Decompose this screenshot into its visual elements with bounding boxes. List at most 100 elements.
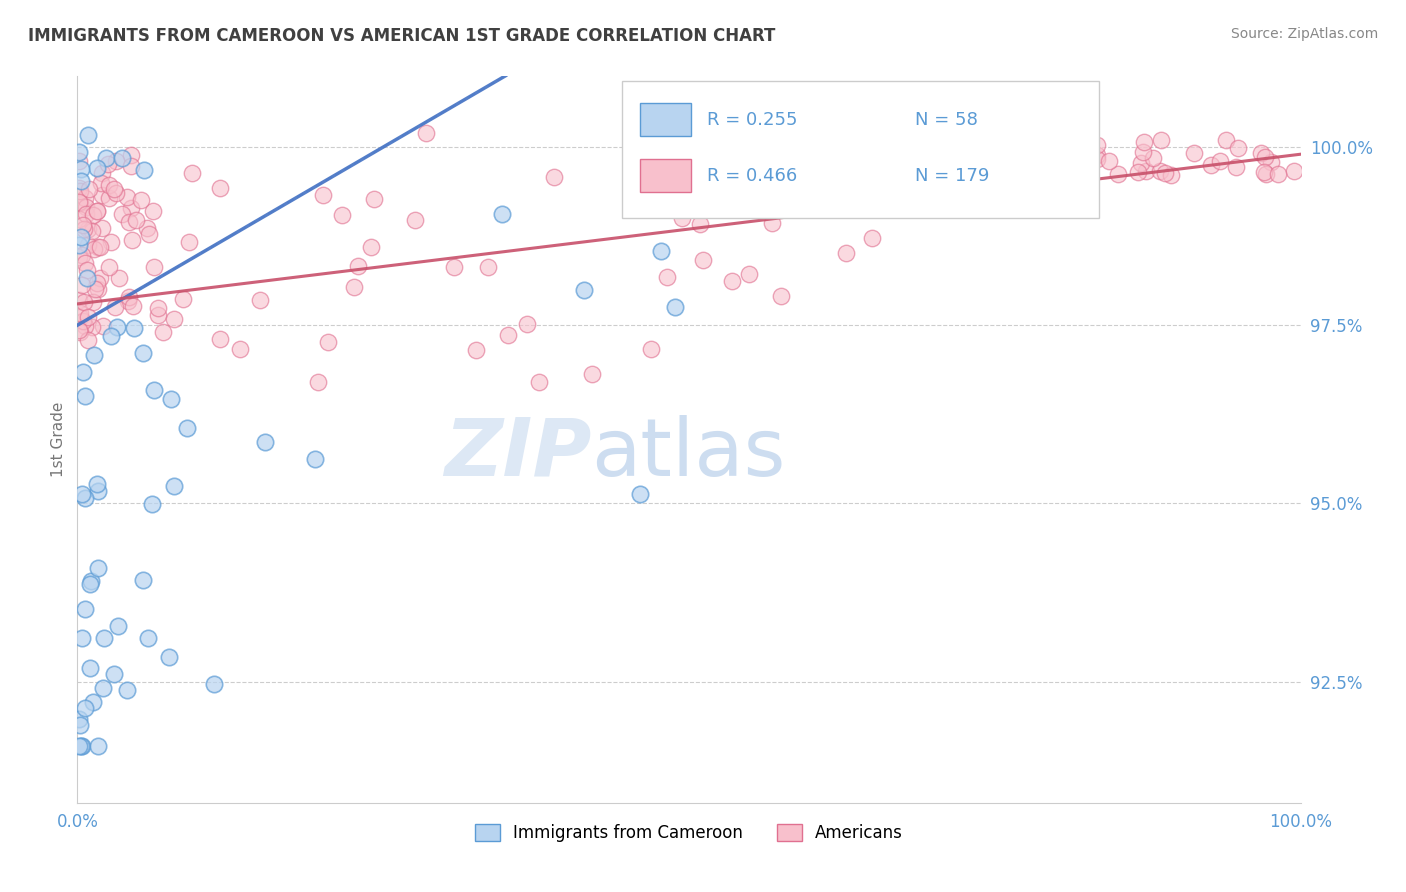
- Point: [73, 192, 96, 206]
- Point: [995, 134, 1018, 148]
- Point: [720, 273, 742, 287]
- Point: [1215, 133, 1237, 147]
- Point: [1253, 164, 1275, 178]
- Point: [70, 487, 93, 501]
- Point: [120, 148, 142, 162]
- Point: [97, 157, 120, 171]
- Point: [689, 217, 711, 231]
- Point: [100, 235, 122, 249]
- Point: [658, 126, 681, 140]
- Point: [67, 195, 90, 210]
- Point: [67, 739, 90, 753]
- Point: [360, 240, 382, 254]
- Point: [832, 166, 855, 180]
- Point: [1225, 161, 1247, 175]
- Point: [1267, 167, 1289, 181]
- Point: [77, 333, 100, 347]
- Point: [142, 260, 165, 274]
- Point: [943, 144, 966, 158]
- Point: [136, 221, 159, 235]
- Point: [105, 319, 128, 334]
- Point: [1132, 135, 1154, 149]
- Point: [83, 282, 105, 296]
- Point: [1098, 153, 1121, 168]
- Point: [229, 342, 252, 356]
- Point: [72, 219, 94, 233]
- Point: [124, 213, 146, 227]
- Point: [908, 165, 931, 179]
- Point: [152, 325, 174, 339]
- Point: [80, 574, 103, 588]
- Point: [807, 154, 830, 169]
- Point: [118, 290, 141, 304]
- Point: [98, 260, 121, 274]
- Point: [254, 435, 277, 450]
- Text: ZIP: ZIP: [444, 415, 591, 493]
- Point: [163, 479, 186, 493]
- Point: [404, 213, 426, 227]
- Point: [121, 233, 143, 247]
- Point: [831, 126, 853, 140]
- Point: [477, 260, 499, 274]
- Point: [1150, 133, 1173, 147]
- Point: [312, 187, 335, 202]
- Point: [650, 244, 672, 258]
- Point: [856, 165, 879, 179]
- Point: [1014, 134, 1036, 148]
- Point: [72, 365, 94, 379]
- Point: [69, 310, 91, 324]
- Point: [69, 196, 91, 211]
- Point: [465, 343, 488, 357]
- Point: [70, 248, 93, 262]
- Point: [79, 577, 101, 591]
- Point: [1260, 155, 1282, 169]
- Point: [91, 187, 114, 202]
- Point: [75, 491, 97, 506]
- Point: [1182, 145, 1205, 160]
- Point: [1149, 164, 1171, 178]
- Point: [755, 126, 778, 140]
- Point: [1085, 147, 1108, 161]
- Point: [1085, 152, 1108, 166]
- Point: [82, 294, 104, 309]
- Point: [67, 154, 90, 169]
- Point: [87, 739, 110, 753]
- Point: [80, 319, 103, 334]
- Point: [202, 676, 225, 690]
- Point: [1254, 167, 1277, 181]
- Point: [860, 230, 883, 244]
- Point: [90, 177, 112, 191]
- Point: [821, 161, 844, 175]
- Point: [83, 348, 105, 362]
- Point: [91, 681, 114, 695]
- Point: [138, 227, 160, 242]
- Point: [131, 573, 153, 587]
- Point: [692, 252, 714, 267]
- Point: [108, 271, 131, 285]
- Text: atlas: atlas: [591, 415, 786, 493]
- Point: [90, 220, 112, 235]
- Point: [79, 661, 101, 675]
- Point: [1209, 153, 1232, 168]
- Point: [844, 126, 866, 140]
- Point: [146, 301, 169, 315]
- Point: [574, 283, 596, 297]
- Point: [1019, 136, 1042, 150]
- Point: [738, 267, 761, 281]
- Point: [316, 335, 339, 350]
- Point: [1153, 166, 1175, 180]
- Point: [977, 138, 1000, 153]
- Point: [664, 300, 686, 314]
- Point: [304, 451, 326, 466]
- Point: [172, 292, 194, 306]
- Point: [1107, 167, 1129, 181]
- Point: [343, 280, 366, 294]
- Point: [86, 161, 108, 175]
- Point: [115, 190, 138, 204]
- Point: [176, 421, 198, 435]
- Point: [581, 367, 603, 381]
- Point: [91, 319, 114, 334]
- Point: [124, 320, 146, 334]
- Point: [86, 276, 108, 290]
- Point: [835, 245, 858, 260]
